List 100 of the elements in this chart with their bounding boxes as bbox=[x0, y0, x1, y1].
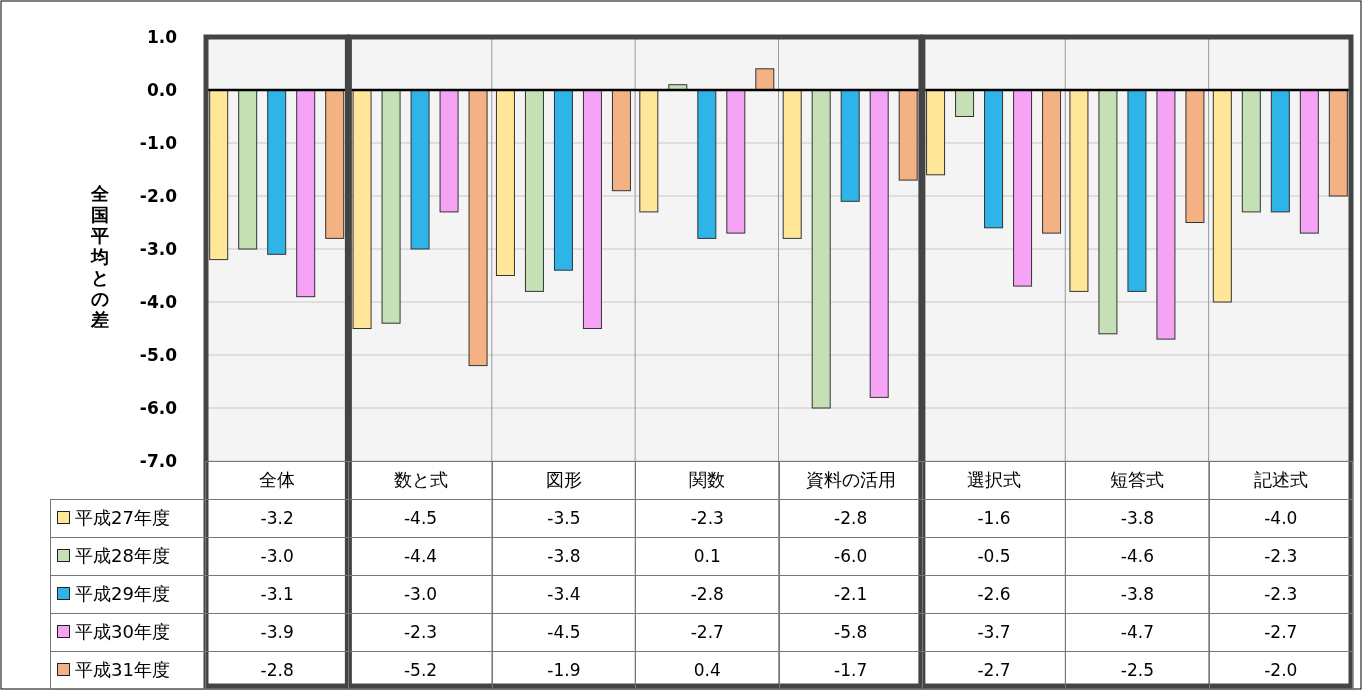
bar bbox=[381, 89, 401, 324]
bar bbox=[1270, 89, 1290, 213]
y-tick-label: -2.0 bbox=[139, 186, 178, 206]
data-label: -2.3 bbox=[1209, 575, 1353, 613]
x-tick-label: 関数 bbox=[635, 461, 779, 499]
bar bbox=[238, 89, 258, 250]
data-label: -2.7 bbox=[1209, 613, 1353, 651]
data-label: -3.0 bbox=[205, 537, 349, 575]
bar bbox=[553, 89, 573, 271]
data-label: -3.7 bbox=[922, 613, 1066, 651]
data-label: -1.7 bbox=[779, 651, 923, 689]
data-label: -3.9 bbox=[205, 613, 349, 651]
x-tick-label: 図形 bbox=[492, 461, 636, 499]
data-label: -1.9 bbox=[492, 651, 636, 689]
bar bbox=[1098, 89, 1118, 335]
data-label: -2.6 bbox=[922, 575, 1066, 613]
data-label: -2.5 bbox=[1065, 651, 1210, 689]
data-label: -2.0 bbox=[1209, 651, 1353, 689]
bar bbox=[869, 89, 889, 398]
legend-label: 平成29年度 bbox=[75, 583, 170, 604]
bar bbox=[697, 89, 717, 239]
data-label: 0.1 bbox=[635, 537, 779, 575]
y-tick-label: -4.0 bbox=[139, 292, 178, 312]
data-label: -2.8 bbox=[635, 575, 779, 613]
data-label: -3.8 bbox=[1065, 499, 1210, 537]
data-label: -4.0 bbox=[1209, 499, 1353, 537]
bar bbox=[726, 89, 746, 234]
y-tick-label: 0.0 bbox=[146, 80, 178, 100]
bar bbox=[468, 89, 488, 367]
bar bbox=[1185, 89, 1205, 223]
bar bbox=[898, 89, 918, 181]
legend-label: 平成27年度 bbox=[75, 507, 170, 528]
data-label: -3.8 bbox=[492, 537, 636, 575]
data-label: -2.7 bbox=[635, 613, 779, 651]
x-tick-label: 選択式 bbox=[922, 461, 1066, 499]
data-label: -2.8 bbox=[205, 651, 349, 689]
data-label: -3.1 bbox=[205, 575, 349, 613]
y-axis-title: 全国平均との差 bbox=[90, 183, 110, 330]
bar bbox=[1127, 89, 1147, 292]
data-label: 0.4 bbox=[635, 651, 779, 689]
y-tick-label: -5.0 bbox=[139, 345, 178, 365]
bar bbox=[639, 89, 659, 213]
data-label: -0.5 bbox=[922, 537, 1066, 575]
legend-label: 平成31年度 bbox=[75, 659, 170, 680]
bar bbox=[410, 89, 430, 250]
bar bbox=[840, 89, 860, 202]
bar bbox=[1042, 89, 1062, 234]
data-label: -4.5 bbox=[348, 499, 493, 537]
bar bbox=[926, 89, 946, 176]
data-label: -4.5 bbox=[492, 613, 636, 651]
y-tick-label: -6.0 bbox=[139, 398, 178, 418]
bar bbox=[984, 89, 1004, 229]
x-tick-label: 全体 bbox=[205, 461, 349, 499]
bar bbox=[325, 89, 345, 239]
x-tick-label: 数と式 bbox=[348, 461, 493, 499]
bar bbox=[524, 89, 544, 292]
data-label: -2.3 bbox=[348, 613, 493, 651]
bar bbox=[811, 89, 831, 409]
data-label: -2.7 bbox=[922, 651, 1066, 689]
bar bbox=[296, 89, 316, 298]
bar bbox=[267, 89, 287, 255]
x-tick-label: 記述式 bbox=[1209, 461, 1353, 499]
bar bbox=[1013, 89, 1033, 287]
data-label: -5.8 bbox=[779, 613, 923, 651]
bar bbox=[782, 89, 802, 239]
bar bbox=[1328, 89, 1348, 197]
data-label: -3.5 bbox=[492, 499, 636, 537]
bar bbox=[1241, 89, 1261, 213]
bar bbox=[439, 89, 459, 213]
bar bbox=[1156, 89, 1176, 340]
data-label: -2.3 bbox=[1209, 537, 1353, 575]
data-label: -3.0 bbox=[348, 575, 493, 613]
bar bbox=[352, 89, 372, 329]
bar bbox=[1069, 89, 1089, 292]
bar bbox=[209, 89, 229, 261]
y-tick-label: -1.0 bbox=[139, 133, 178, 153]
legend-label: 平成30年度 bbox=[75, 621, 170, 642]
y-tick-label: -3.0 bbox=[139, 239, 178, 259]
data-label: -1.6 bbox=[922, 499, 1066, 537]
y-tick-label: 1.0 bbox=[146, 27, 178, 47]
data-label: -2.3 bbox=[635, 499, 779, 537]
legend-label: 平成28年度 bbox=[75, 545, 170, 566]
data-label: -4.4 bbox=[348, 537, 493, 575]
data-label: -2.1 bbox=[779, 575, 923, 613]
bar bbox=[955, 89, 975, 117]
bar bbox=[1212, 89, 1232, 303]
data-label: -4.7 bbox=[1065, 613, 1210, 651]
data-label: -6.0 bbox=[779, 537, 923, 575]
data-label: -5.2 bbox=[348, 651, 493, 689]
data-label: -3.8 bbox=[1065, 575, 1210, 613]
bar bbox=[755, 68, 775, 91]
data-label: -4.6 bbox=[1065, 537, 1210, 575]
y-tick-label: -7.0 bbox=[139, 451, 178, 471]
bar bbox=[611, 89, 631, 192]
bar bbox=[582, 89, 602, 329]
bar bbox=[495, 89, 515, 276]
x-tick-label: 短答式 bbox=[1065, 461, 1210, 499]
data-label: -3.4 bbox=[492, 575, 636, 613]
data-label: -3.2 bbox=[205, 499, 349, 537]
x-tick-label: 資料の活用 bbox=[779, 461, 923, 499]
